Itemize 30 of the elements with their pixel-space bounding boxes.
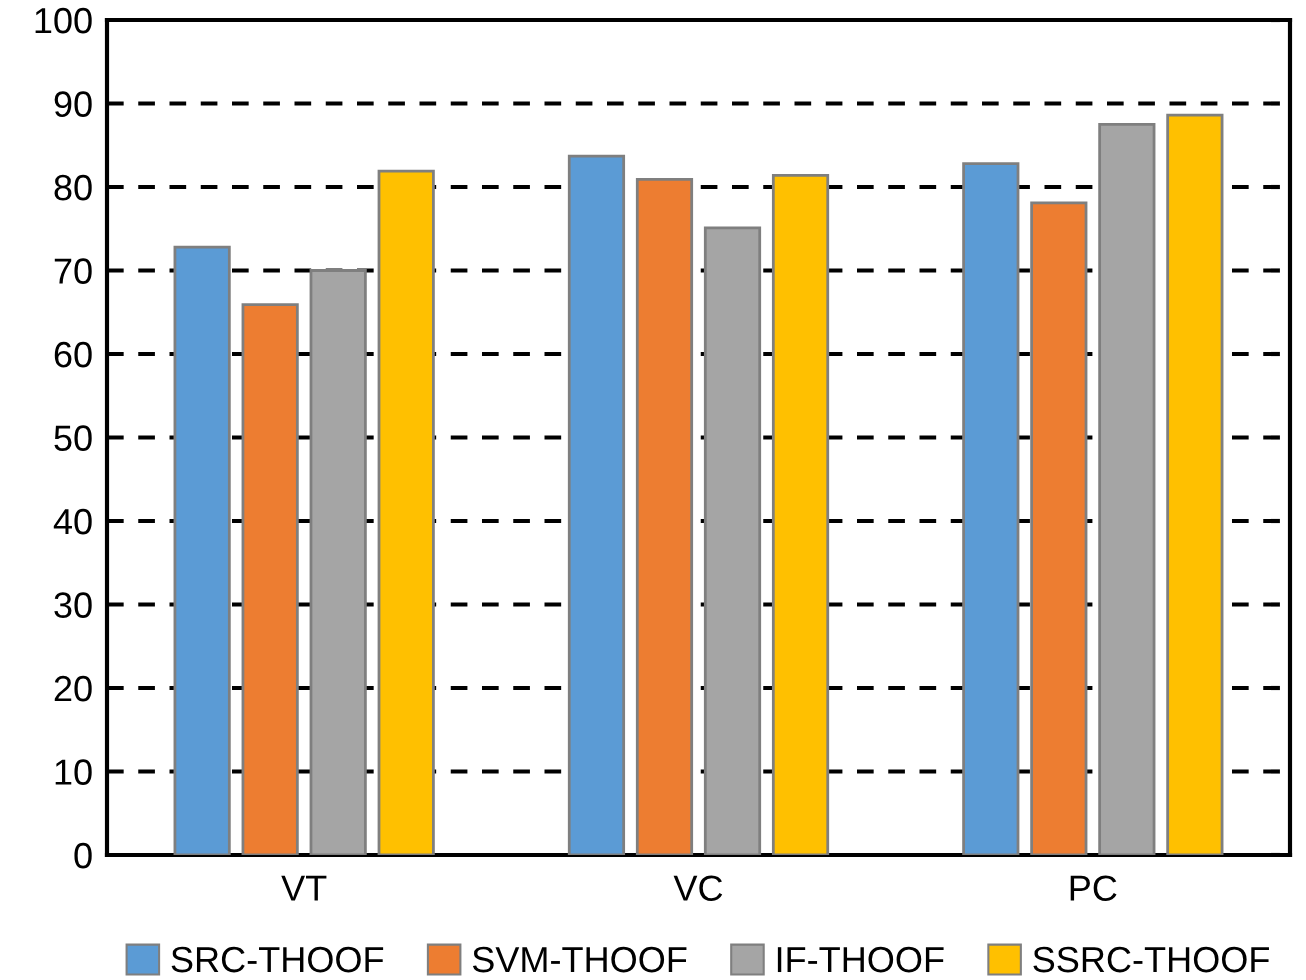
y-tick-label: 40 — [53, 508, 92, 535]
legend-label: SSRC-THOOF — [1033, 946, 1269, 973]
y-tick-label: 90 — [54, 91, 92, 117]
legend-label: SRC-THOOF — [171, 946, 384, 973]
legend-label: IF-THOOF — [777, 946, 944, 973]
y-tick-label: 60 — [54, 341, 92, 368]
y-tick-label: 0 — [74, 842, 92, 869]
bar — [377, 169, 435, 855]
bar — [567, 154, 626, 855]
y-tick-label: 10 — [55, 759, 92, 785]
bar — [962, 162, 1020, 855]
bar — [309, 269, 367, 855]
bar — [771, 173, 830, 855]
bar — [1166, 113, 1224, 855]
x-tick-label: VC — [673, 875, 723, 901]
x-tick-label: PC — [1070, 875, 1117, 901]
legend-label: SVM-THOOF — [472, 946, 687, 973]
y-tick-label: 30 — [54, 592, 92, 618]
bar — [241, 303, 299, 855]
bar — [173, 245, 231, 855]
bar — [1030, 201, 1088, 855]
bar — [1098, 122, 1156, 855]
x-tick-label: VT — [281, 875, 327, 901]
y-tick-label: 80 — [54, 174, 92, 201]
bar — [635, 178, 694, 855]
y-tick-label: 100 — [35, 7, 92, 34]
bar — [703, 226, 762, 855]
y-tick-label: 20 — [54, 675, 92, 702]
y-tick-label: 70 — [54, 258, 92, 284]
y-tick-label: 50 — [54, 425, 92, 451]
